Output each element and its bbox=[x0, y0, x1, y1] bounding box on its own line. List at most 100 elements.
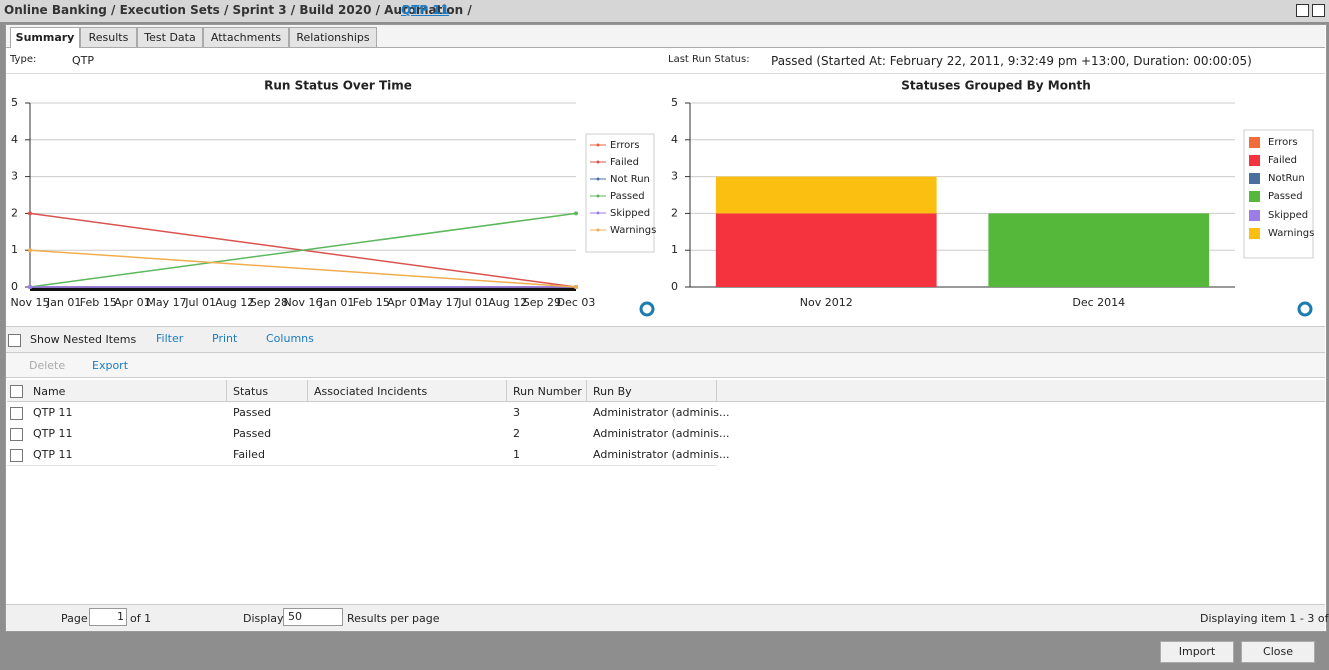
y-tick-label: 1 bbox=[671, 243, 678, 256]
export-button[interactable]: Export bbox=[92, 359, 129, 372]
x-tick-label: Jan 01 bbox=[46, 296, 81, 309]
legend-dot bbox=[596, 228, 600, 232]
checkbox[interactable] bbox=[10, 449, 23, 462]
x-tick-label: Apr 01 bbox=[114, 296, 151, 309]
column-divider bbox=[586, 380, 587, 401]
filter-button[interactable]: Filter bbox=[156, 332, 184, 345]
x-tick-label: Jan 01 bbox=[319, 296, 354, 309]
legend-swatch bbox=[1249, 173, 1260, 184]
charts: Run Status Over Time Statuses Grouped By… bbox=[11, 79, 1314, 317]
x-tick-label: Sep 28 bbox=[250, 296, 288, 309]
y-tick-label: 5 bbox=[671, 96, 678, 109]
page-size[interactable]: 50 bbox=[283, 608, 343, 626]
y-tick-label: 1 bbox=[11, 243, 18, 256]
x-tick-label: Nov 2012 bbox=[800, 296, 853, 309]
cell: Administrator (adminis... bbox=[593, 406, 730, 419]
close-icon[interactable] bbox=[1312, 4, 1325, 17]
column-divider bbox=[226, 380, 227, 401]
column-header: Run By bbox=[593, 385, 632, 398]
point bbox=[574, 211, 578, 216]
column-header: Status bbox=[233, 385, 269, 398]
point bbox=[574, 285, 578, 289]
legend-label: Warnings bbox=[1268, 228, 1314, 239]
legend-label: Skipped bbox=[1268, 210, 1308, 221]
x-tick-label: May 17 bbox=[146, 296, 186, 309]
legend-swatch bbox=[1249, 155, 1260, 166]
label: of 1 bbox=[130, 612, 152, 625]
x-tick-label: Aug 12 bbox=[488, 296, 527, 309]
legend-swatch bbox=[1249, 137, 1260, 148]
toolbar bbox=[6, 326, 1325, 353]
legend-label: Warnings bbox=[610, 225, 656, 236]
tab[interactable]: Summary bbox=[10, 27, 80, 48]
maximize[interactable] bbox=[1296, 4, 1309, 17]
tab[interactable]: Test Data bbox=[137, 27, 203, 47]
label: Results per page bbox=[347, 612, 440, 625]
y-tick-label: 2 bbox=[11, 206, 18, 219]
checkbox[interactable] bbox=[10, 385, 23, 398]
column-header: Name bbox=[33, 385, 66, 398]
x-tick-label: Aug 12 bbox=[215, 296, 254, 309]
legend-label: Passed bbox=[610, 191, 645, 202]
legend-dot bbox=[596, 143, 600, 147]
x-tick-label: Apr 01 bbox=[387, 296, 424, 309]
bar-segment bbox=[715, 176, 937, 214]
legend-label: Failed bbox=[610, 157, 639, 168]
label: Page bbox=[61, 612, 88, 625]
legend-label: Passed bbox=[1268, 191, 1303, 202]
x-tick-label: Dec 03 bbox=[557, 296, 596, 309]
series-line bbox=[29, 249, 577, 288]
y-tick-label: 4 bbox=[11, 133, 18, 146]
y-tick-label: 2 bbox=[671, 206, 678, 219]
title-bar bbox=[0, 0, 1329, 22]
column-divider bbox=[506, 380, 507, 401]
checkbox[interactable] bbox=[10, 407, 23, 420]
label: Type: bbox=[10, 54, 37, 65]
checkbox[interactable] bbox=[10, 428, 23, 441]
y-tick-label: 0 bbox=[11, 280, 18, 293]
y-tick-label: 0 bbox=[671, 280, 678, 293]
tab[interactable]: Results bbox=[80, 27, 137, 47]
breadcrumb-link[interactable]: QTP 11 bbox=[401, 3, 450, 17]
column-header: Run Number bbox=[513, 385, 582, 398]
summary: Displaying item 1 - 3 of 3 bbox=[1200, 612, 1329, 625]
cell: Administrator (adminis... bbox=[593, 427, 730, 440]
x-tick-label: Jul 01 bbox=[457, 296, 489, 309]
toggle-label[interactable]: Show Nested Items bbox=[30, 333, 137, 346]
y-tick-label: 5 bbox=[11, 96, 18, 109]
gear[interactable] bbox=[639, 301, 655, 317]
point bbox=[28, 248, 32, 253]
x-tick-label: Jul 01 bbox=[184, 296, 216, 309]
cell: QTP 11 bbox=[33, 448, 73, 461]
legend-swatch bbox=[1249, 210, 1260, 221]
delete-button[interactable]: Delete bbox=[29, 359, 66, 372]
close-button[interactable]: Close bbox=[1241, 641, 1315, 663]
legend-label: Not Run bbox=[610, 174, 650, 185]
tab[interactable]: Relationships bbox=[289, 27, 377, 47]
y-tick-label: 3 bbox=[671, 170, 678, 183]
bar-segment bbox=[715, 213, 937, 287]
cell: 2 bbox=[513, 427, 520, 440]
table-header bbox=[7, 380, 1325, 402]
legend-label: Failed bbox=[1268, 155, 1297, 166]
print-button[interactable]: Print bbox=[212, 332, 238, 345]
page-input[interactable]: 1 bbox=[89, 608, 127, 626]
point bbox=[28, 211, 32, 216]
divider bbox=[6, 73, 1325, 74]
table-row[interactable] bbox=[7, 444, 717, 466]
checkbox[interactable] bbox=[8, 334, 21, 347]
legend-dot bbox=[596, 211, 600, 215]
pager bbox=[6, 604, 1325, 631]
column-header: Associated Incidents bbox=[314, 385, 428, 398]
cell: Passed bbox=[233, 406, 272, 419]
legend-label: Skipped bbox=[610, 208, 650, 219]
gear[interactable] bbox=[1297, 301, 1313, 317]
x-tick-label: Sep 29 bbox=[523, 296, 561, 309]
tab[interactable]: Attachments bbox=[203, 27, 289, 47]
legend-swatch bbox=[1249, 228, 1260, 239]
cell: 1 bbox=[513, 448, 520, 461]
import-button[interactable]: Import bbox=[1160, 641, 1234, 663]
legend-dot bbox=[596, 194, 600, 198]
columns-button[interactable]: Columns bbox=[266, 332, 314, 345]
